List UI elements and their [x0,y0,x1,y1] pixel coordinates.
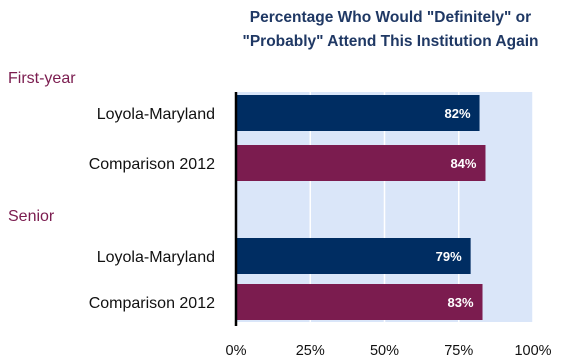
data-label: 82% [445,106,471,121]
category-label: Loyola-Maryland [97,106,215,123]
data-label: 84% [450,156,476,171]
bar [236,145,485,181]
x-tick-label: 50% [370,343,399,359]
x-tick-label: 0% [226,343,247,359]
bar [236,95,480,131]
x-tick-label: 100% [514,343,551,359]
category-label: Loyola-Maryland [97,249,215,266]
data-label: 79% [436,249,462,264]
x-tick-label: 25% [296,343,325,359]
category-label: Comparison 2012 [89,156,215,173]
category-label: Comparison 2012 [89,295,215,312]
group-label: First-year [8,70,76,87]
group-label: Senior [8,208,55,225]
data-label: 83% [447,295,473,310]
bar [236,284,483,320]
x-tick-label: 75% [444,343,473,359]
